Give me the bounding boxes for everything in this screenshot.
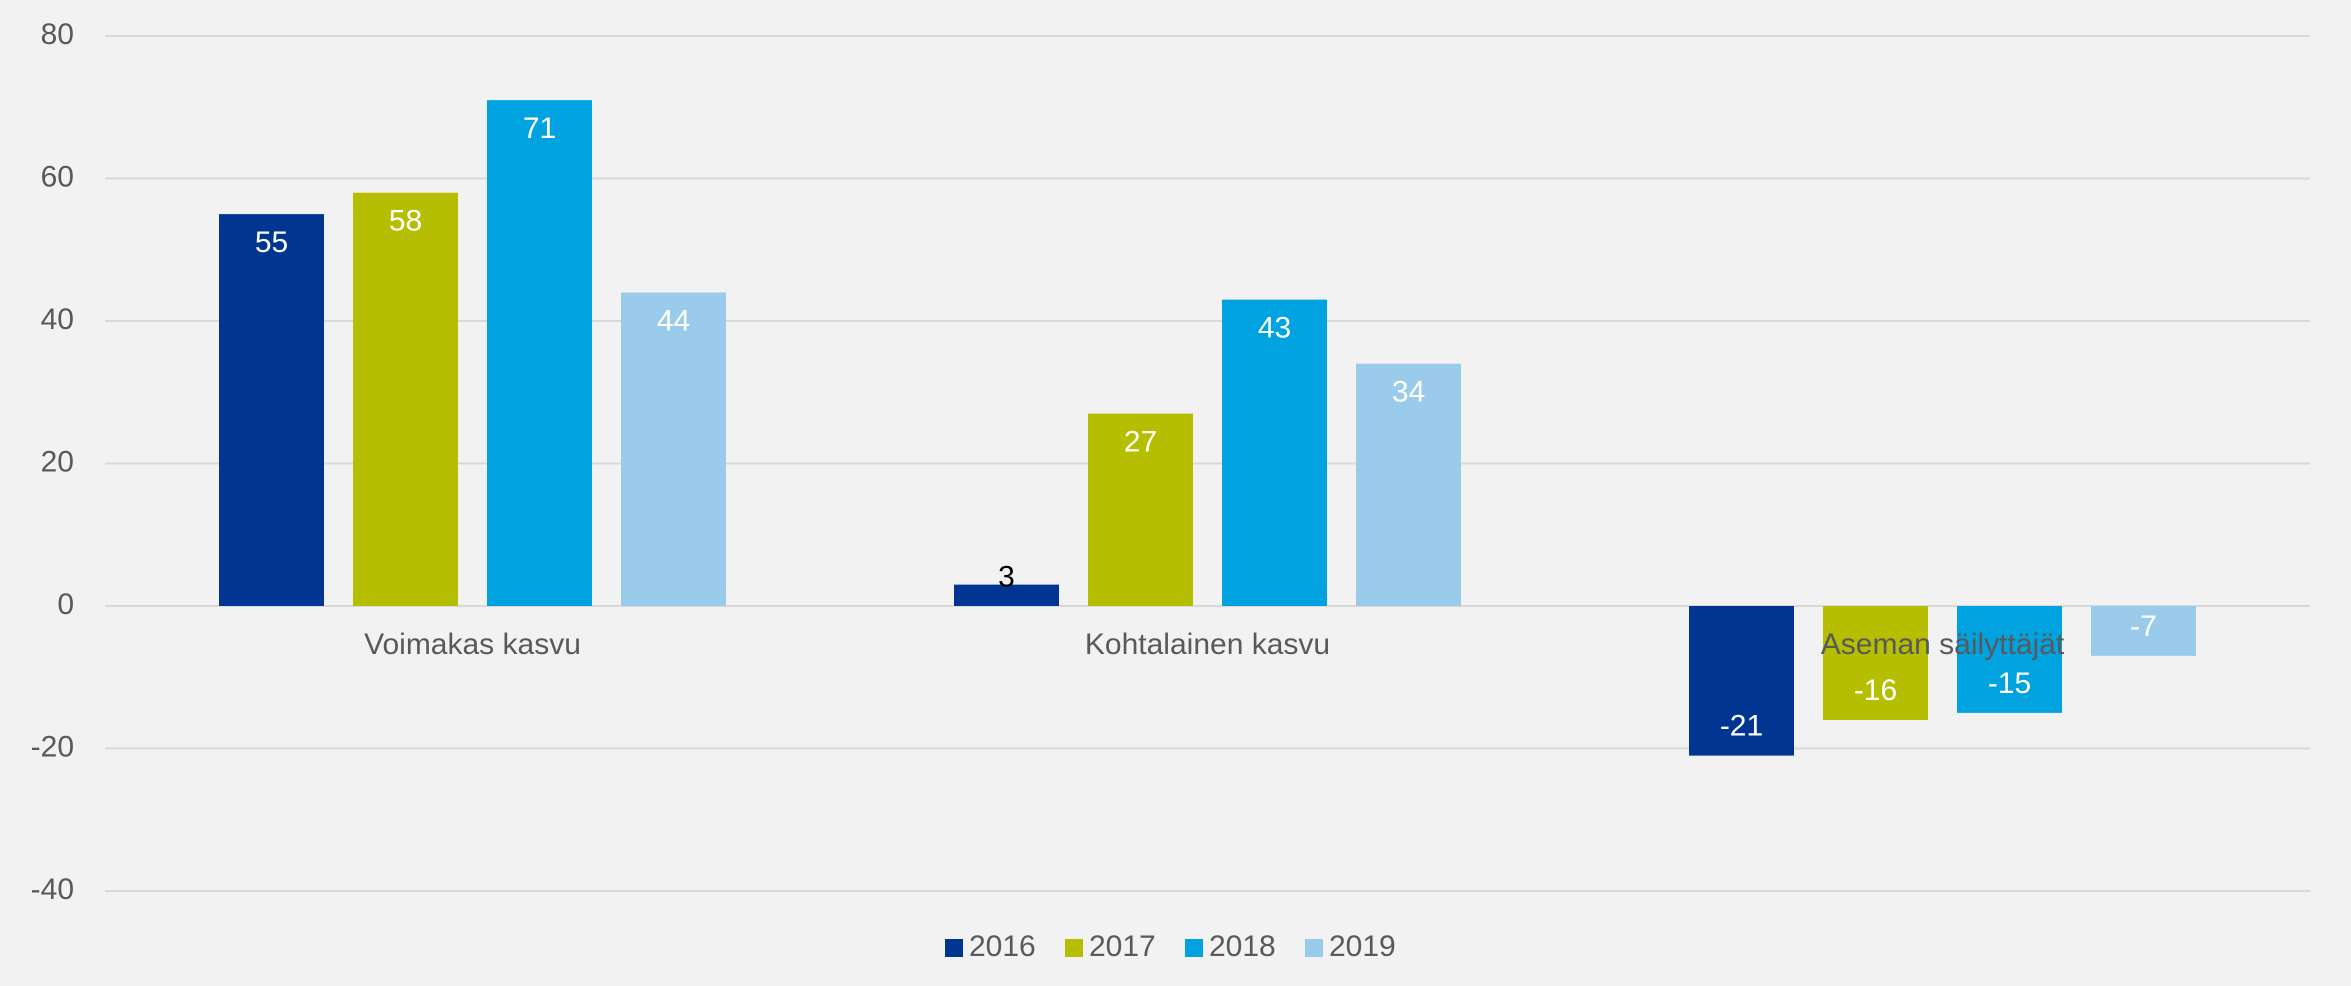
data-label: 43 bbox=[1258, 312, 1291, 345]
data-label: -16 bbox=[1854, 674, 1897, 707]
x-tick-label: Kohtalainen kasvu bbox=[1085, 628, 1330, 661]
data-label: -7 bbox=[2130, 610, 2157, 643]
y-tick-label: 80 bbox=[41, 18, 74, 51]
y-tick-label: 40 bbox=[41, 303, 74, 336]
legend-label: 2016 bbox=[969, 930, 1036, 963]
bar bbox=[621, 292, 726, 606]
legend-label: 2017 bbox=[1089, 930, 1156, 963]
bar bbox=[1088, 413, 1193, 606]
x-tick-label: Aseman säilyttäjät bbox=[1821, 628, 2065, 661]
legend-label: 2018 bbox=[1209, 930, 1276, 963]
data-label: 58 bbox=[389, 205, 422, 238]
data-label: -21 bbox=[1720, 710, 1763, 743]
bar bbox=[1689, 606, 1794, 756]
data-label: 44 bbox=[657, 304, 690, 337]
bar bbox=[1957, 606, 2062, 713]
data-label: 34 bbox=[1392, 376, 1425, 409]
legend-label: 2019 bbox=[1329, 930, 1396, 963]
bar bbox=[353, 192, 458, 606]
data-label: 71 bbox=[523, 112, 556, 145]
bar bbox=[1222, 299, 1327, 606]
y-tick-label: 60 bbox=[41, 160, 74, 193]
legend-swatch bbox=[1185, 939, 1203, 957]
bar bbox=[2091, 606, 2196, 656]
bar bbox=[487, 100, 592, 606]
legend-swatch bbox=[1065, 939, 1083, 957]
bar bbox=[954, 584, 1059, 606]
data-label: 55 bbox=[255, 226, 288, 259]
y-tick-label: 20 bbox=[41, 445, 74, 478]
y-tick-label: -40 bbox=[31, 873, 74, 906]
x-tick-label: Voimakas kasvu bbox=[364, 628, 581, 661]
data-label: 3 bbox=[998, 561, 1015, 594]
legend-swatch bbox=[945, 939, 963, 957]
y-tick-label: -20 bbox=[31, 730, 74, 763]
bar bbox=[1356, 363, 1461, 606]
y-tick-label: 0 bbox=[57, 588, 74, 621]
bar bbox=[219, 214, 324, 606]
legend-swatch bbox=[1305, 939, 1323, 957]
data-label: 27 bbox=[1124, 426, 1157, 459]
bar bbox=[1823, 606, 1928, 720]
data-label: -15 bbox=[1988, 667, 2031, 700]
